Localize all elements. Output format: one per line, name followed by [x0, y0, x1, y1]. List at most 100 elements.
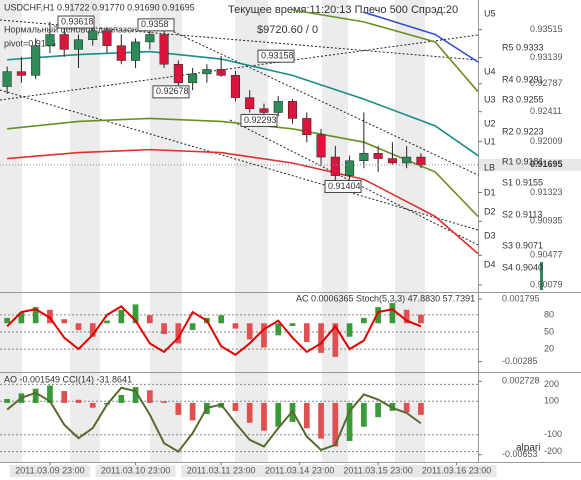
candle-body: [31, 45, 41, 76]
y-tick-label: 0.92411: [530, 106, 562, 116]
y-tick-label: 0.001795: [502, 293, 540, 303]
histogram-bar: [132, 304, 139, 324]
y-tick-label: -0.00653: [502, 449, 538, 459]
level-label: U3: [484, 94, 496, 104]
range-note: Нормальный ценовой диапазон: [4, 24, 137, 34]
histogram-bar: [118, 309, 125, 324]
pivot-label: S3 0.9071: [502, 240, 543, 250]
candle-body: [259, 108, 269, 113]
histogram-bar: [89, 323, 96, 337]
histogram-bar: [189, 402, 196, 421]
histogram-bar: [232, 402, 239, 411]
candle-body: [2, 71, 12, 87]
y-tick-label: 0.92787: [530, 78, 563, 88]
candle-body: [302, 118, 312, 136]
histogram-bar: [175, 323, 182, 344]
histogram-bar: [47, 309, 53, 324]
candle-body: [188, 73, 198, 84]
level-label: D2: [484, 206, 496, 216]
y2-tick-label: 200: [544, 379, 559, 389]
x-tick-box: [259, 465, 340, 477]
y-tick-label: 0.90477: [530, 250, 563, 260]
x-tick-label: 2011.03.10 23:00: [101, 465, 170, 475]
candle-body: [402, 156, 412, 164]
candle-body: [216, 69, 226, 76]
status-text: Текущее время:11:20:13 Плечо 500 Спрэд:2…: [228, 4, 458, 16]
candle-body: [131, 41, 141, 61]
session-band: [0, 0, 22, 462]
y2-tick-label: 20: [544, 343, 554, 353]
x-tick-box: [95, 465, 176, 477]
overlay-line: [363, 11, 479, 63]
histogram-bar: [360, 402, 367, 427]
channel-line: [0, 34, 479, 101]
histogram-bar: [146, 390, 153, 403]
x-tick-label: 2011.03.15 23:00: [343, 465, 412, 475]
pivot-label: S4 0.9040: [502, 262, 543, 272]
channel-line: [169, 29, 479, 176]
current-price-box: [479, 158, 581, 171]
histogram-bar: [332, 323, 339, 357]
histogram-bar: [75, 323, 82, 330]
histogram-bar: [4, 317, 10, 324]
histogram-bar: [47, 385, 53, 403]
y2-tick-label: 80: [544, 309, 554, 319]
histogram-bar: [375, 307, 381, 324]
price-label-box: [57, 15, 95, 29]
y2-tick-label: 100: [544, 396, 559, 406]
x-tick-box: [9, 465, 90, 477]
price-label-box: [137, 18, 175, 32]
panel-title: AO -0.001549 CCI(14) -31.8641: [4, 374, 132, 384]
candle-body: [88, 30, 98, 40]
pivot-label: R3 0.9255: [502, 94, 544, 104]
y2-tick-label: 50: [544, 326, 554, 336]
candle-body: [116, 45, 126, 61]
x-tick-label: 2011.03.11 23:00: [187, 465, 256, 475]
histogram-bar: [161, 323, 167, 335]
level-label: U4: [484, 66, 496, 76]
histogram-bar: [118, 395, 125, 403]
candle-body: [230, 75, 240, 98]
histogram-bar: [375, 402, 381, 418]
histogram-bar: [332, 402, 339, 447]
y-tick-label: 0.93515: [530, 24, 563, 34]
histogram-bar: [389, 303, 396, 324]
candle-body: [330, 156, 340, 176]
candle-body: [359, 153, 369, 162]
y-tick-label: 0.93139: [530, 52, 563, 62]
pivot-label: R4 0.9291: [502, 74, 544, 84]
current-price-label: 0.91695: [530, 159, 563, 169]
pivot-label: R5 0.9333: [502, 42, 544, 52]
histogram-bar: [346, 323, 353, 337]
candle-body: [316, 134, 326, 158]
indicator-line: [6, 386, 422, 453]
histogram-bar: [75, 399, 82, 403]
level-label: D1: [484, 187, 496, 197]
candle-body: [273, 101, 283, 113]
y-tick-label: 0.002728: [502, 376, 540, 386]
x-tick-box: [338, 465, 419, 477]
candle-body: [387, 158, 397, 164]
histogram-bar: [232, 323, 239, 329]
histogram-bar: [318, 323, 324, 353]
price-label: 0.93158: [261, 51, 294, 61]
channel-line: [0, 89, 479, 231]
candle-body: [145, 34, 155, 43]
logo: alpari: [516, 443, 540, 454]
level-label: D4: [484, 259, 496, 269]
histogram-bar: [175, 402, 182, 415]
candle-body: [345, 160, 355, 176]
pivot-label: R2 0.9223: [502, 126, 544, 136]
candle-body: [102, 30, 112, 46]
price-label: 0.9358: [141, 19, 169, 29]
price-label: 0.92293: [244, 115, 277, 125]
histogram-bar: [161, 401, 167, 403]
session-band: [395, 0, 425, 462]
price-label-box: [257, 49, 295, 63]
histogram-bar: [261, 323, 267, 348]
channel-lines: [0, 19, 479, 246]
candle-body: [373, 153, 383, 159]
histogram-bar: [18, 312, 25, 324]
y-tick-label: -0.00285: [502, 356, 538, 366]
